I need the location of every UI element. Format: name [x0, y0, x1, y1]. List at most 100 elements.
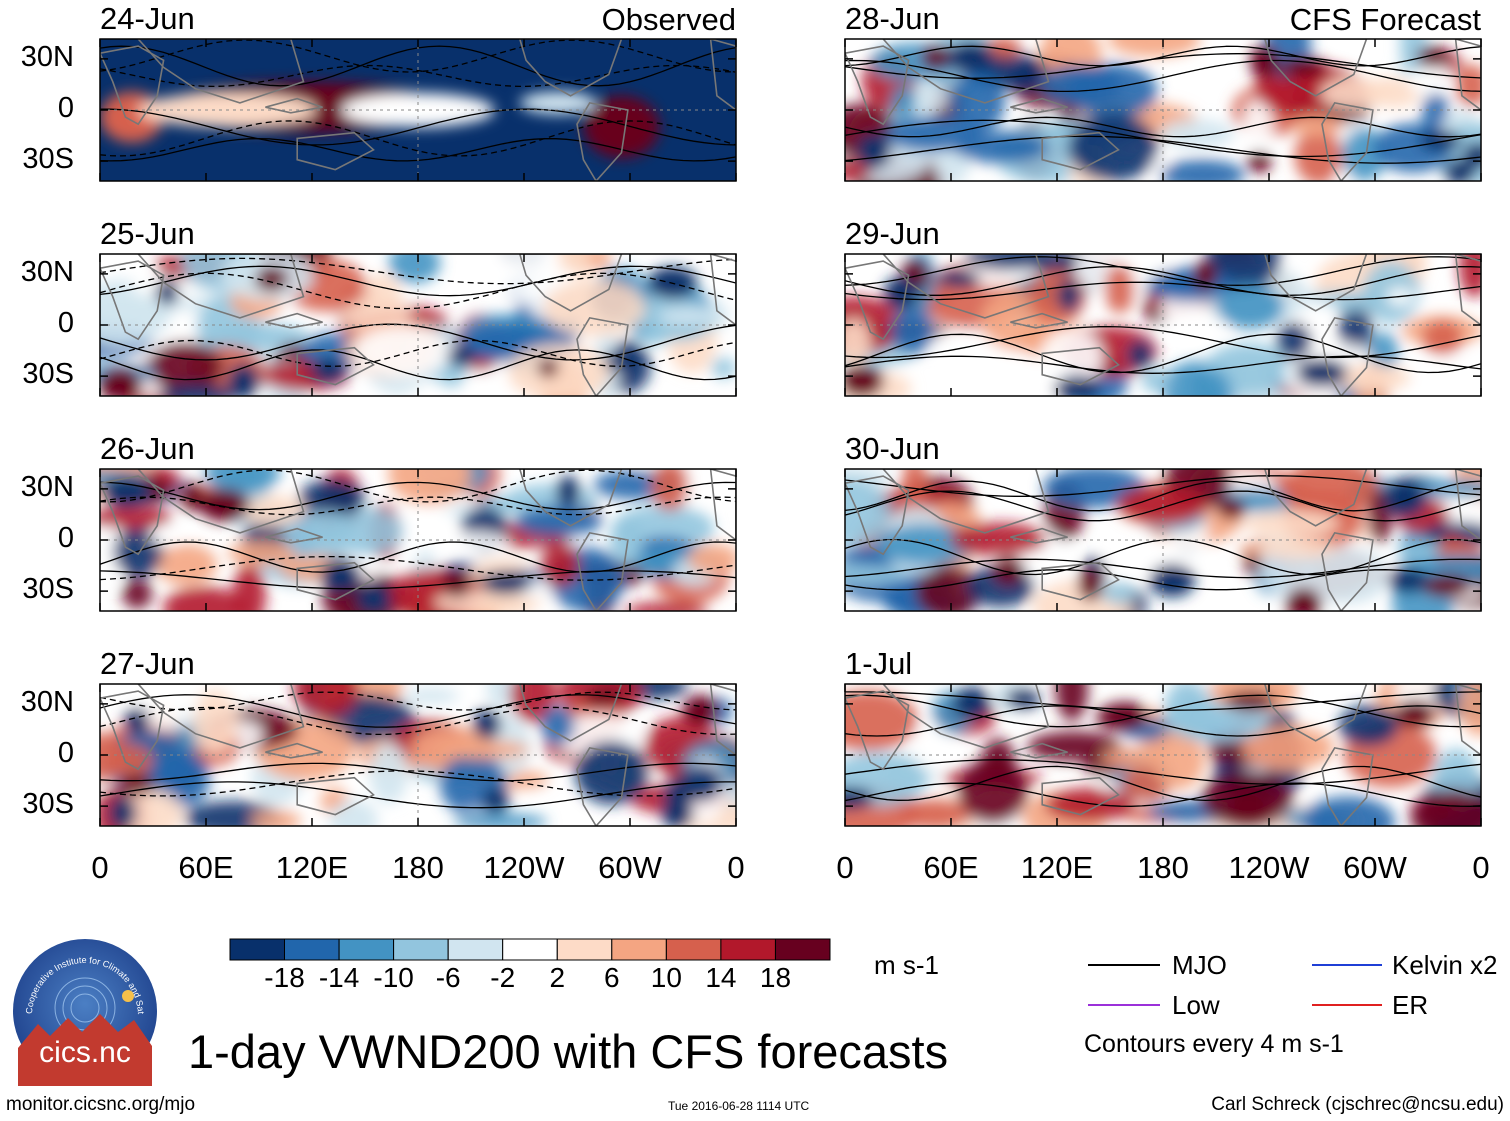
colorbar-bin: [665, 938, 722, 961]
legend-item-mjo: MJO: [1088, 950, 1288, 982]
panel-date: 26-Jun: [100, 431, 195, 466]
colorbar-tick-label: 2: [549, 962, 566, 993]
x-tick-label: 0: [91, 850, 109, 885]
author-credit: Carl Schreck (cjschrec@ncsu.edu): [1211, 1094, 1504, 1115]
y-tick-label: 0: [57, 307, 74, 339]
panel-date: 29-Jun: [845, 216, 940, 251]
y-tick-label: 30S: [22, 788, 74, 821]
map-panel-24-Jun: [99, 38, 737, 182]
column-header-observed: Observed: [601, 2, 736, 37]
panel-ticks: [844, 684, 1482, 826]
mjo-contours: [845, 45, 1481, 164]
legend-label-er: ER: [1392, 990, 1429, 1020]
column-header-cfs-forecast: CFS Forecast: [1289, 2, 1481, 37]
logo-sun: [122, 990, 134, 1002]
y-tick-label: 30N: [20, 470, 74, 503]
colorbar-tick-label: 14: [705, 962, 737, 993]
y-tick-label: 30S: [22, 358, 74, 391]
coastlines: [845, 39, 1481, 181]
colorbar-bin: [447, 938, 504, 961]
panel-date: 28-Jun: [845, 1, 940, 36]
map-panel-30-Jun: [844, 468, 1482, 612]
coastlines: [845, 684, 1481, 826]
logo-mountains: [18, 1014, 152, 1086]
map-panel-27-Jun: [99, 683, 737, 827]
legend-line-kelvin: [1312, 964, 1382, 966]
colorbar-tick-label: -18: [264, 962, 305, 993]
y-tick-label: 0: [57, 92, 74, 124]
map-panel-29-Jun: [844, 253, 1482, 397]
panel-date: 1-Jul: [845, 646, 913, 681]
y-tick-label: 30S: [22, 573, 74, 606]
x-tick-label: 180: [392, 850, 444, 885]
y-tick-label: 30N: [20, 40, 74, 73]
website-link[interactable]: monitor.cicsnc.org/mjo: [6, 1094, 196, 1115]
panel-date: 27-Jun: [100, 646, 195, 681]
colorbar-tick-label: -6: [435, 962, 461, 993]
x-tick-label: 0: [727, 850, 745, 885]
cics-logo: Cooperative Institute for Climate and Sa…: [10, 936, 157, 1086]
legend-label-low: Low: [1172, 990, 1220, 1020]
map-panel-1-Jul: [844, 683, 1482, 827]
panel-date: 24-Jun: [100, 1, 195, 36]
map-panel-25-Jun: [99, 253, 737, 397]
colorbar-tick-label: 10: [650, 962, 682, 993]
colorbar-tick-label: -2: [490, 962, 516, 993]
panel-ticks: [99, 684, 737, 826]
map-panel-28-Jun: [844, 38, 1482, 182]
panel-ticks: [99, 469, 737, 611]
colorbar-tick-label: 18: [759, 962, 792, 993]
y-tick-label: 30N: [20, 685, 74, 718]
wind-anomaly-field: [100, 254, 736, 396]
x-tick-label: 180: [1137, 850, 1189, 885]
x-tick-label: 60E: [923, 850, 979, 885]
colorbar-bin: [556, 938, 613, 961]
colorbar-tick-label: -14: [318, 962, 360, 993]
y-tick-label: 30N: [20, 255, 74, 288]
legend-item-low: Low: [1088, 990, 1288, 1022]
x-tick-label: 120E: [1020, 850, 1094, 885]
legend-line-er: [1312, 1004, 1382, 1006]
x-tick-label: 60W: [598, 850, 662, 885]
panel-ticks: [844, 39, 1482, 181]
y-tick-label: 0: [57, 737, 74, 769]
x-tick-label: 120W: [483, 850, 565, 885]
x-tick-label: 120W: [1228, 850, 1310, 885]
colorbar-bin: [338, 938, 395, 961]
colorbar: [229, 938, 831, 961]
contour-note: Contours every 4 m s-1: [1084, 1030, 1344, 1058]
x-tick-label: 120E: [275, 850, 349, 885]
colorbar-bin: [229, 938, 285, 961]
coastlines: [100, 684, 736, 826]
colorbar-bin: [611, 938, 667, 961]
logo-name: cics.nc: [39, 1036, 131, 1069]
colorbar-tick-label: -10: [373, 962, 414, 993]
wind-anomaly-field: [100, 684, 736, 826]
x-tick-label: 0: [836, 850, 854, 885]
colorbar-tick-label: 6: [604, 962, 620, 993]
colorbar-bin: [502, 938, 558, 961]
y-tick-label: 30S: [22, 143, 74, 176]
legend-line-mjo: [1088, 964, 1160, 966]
wind-anomaly-field: [845, 684, 1481, 826]
panel-date: 30-Jun: [845, 431, 940, 466]
colorbar-units: m s-1: [874, 950, 939, 980]
panel-ticks: [99, 254, 737, 396]
panel-ticks: [844, 254, 1482, 396]
colorbar-bin: [720, 938, 776, 961]
colorbar-bin: [775, 938, 831, 961]
y-tick-label: 0: [57, 522, 74, 554]
x-tick-label: 0: [1472, 850, 1490, 885]
panel-date: 25-Jun: [100, 216, 195, 251]
panel-ticks: [844, 469, 1482, 611]
colorbar-bin: [284, 938, 340, 961]
timestamp: Tue 2016-06-28 1114 UTC: [668, 1099, 810, 1113]
legend-item-er: ER: [1312, 990, 1510, 1022]
panel-ticks: [99, 39, 737, 181]
legend-line-low: [1088, 1004, 1160, 1006]
x-tick-label: 60W: [1343, 850, 1407, 885]
legend-label-mjo: MJO: [1172, 950, 1227, 980]
wind-anomaly-field: [845, 254, 1481, 396]
